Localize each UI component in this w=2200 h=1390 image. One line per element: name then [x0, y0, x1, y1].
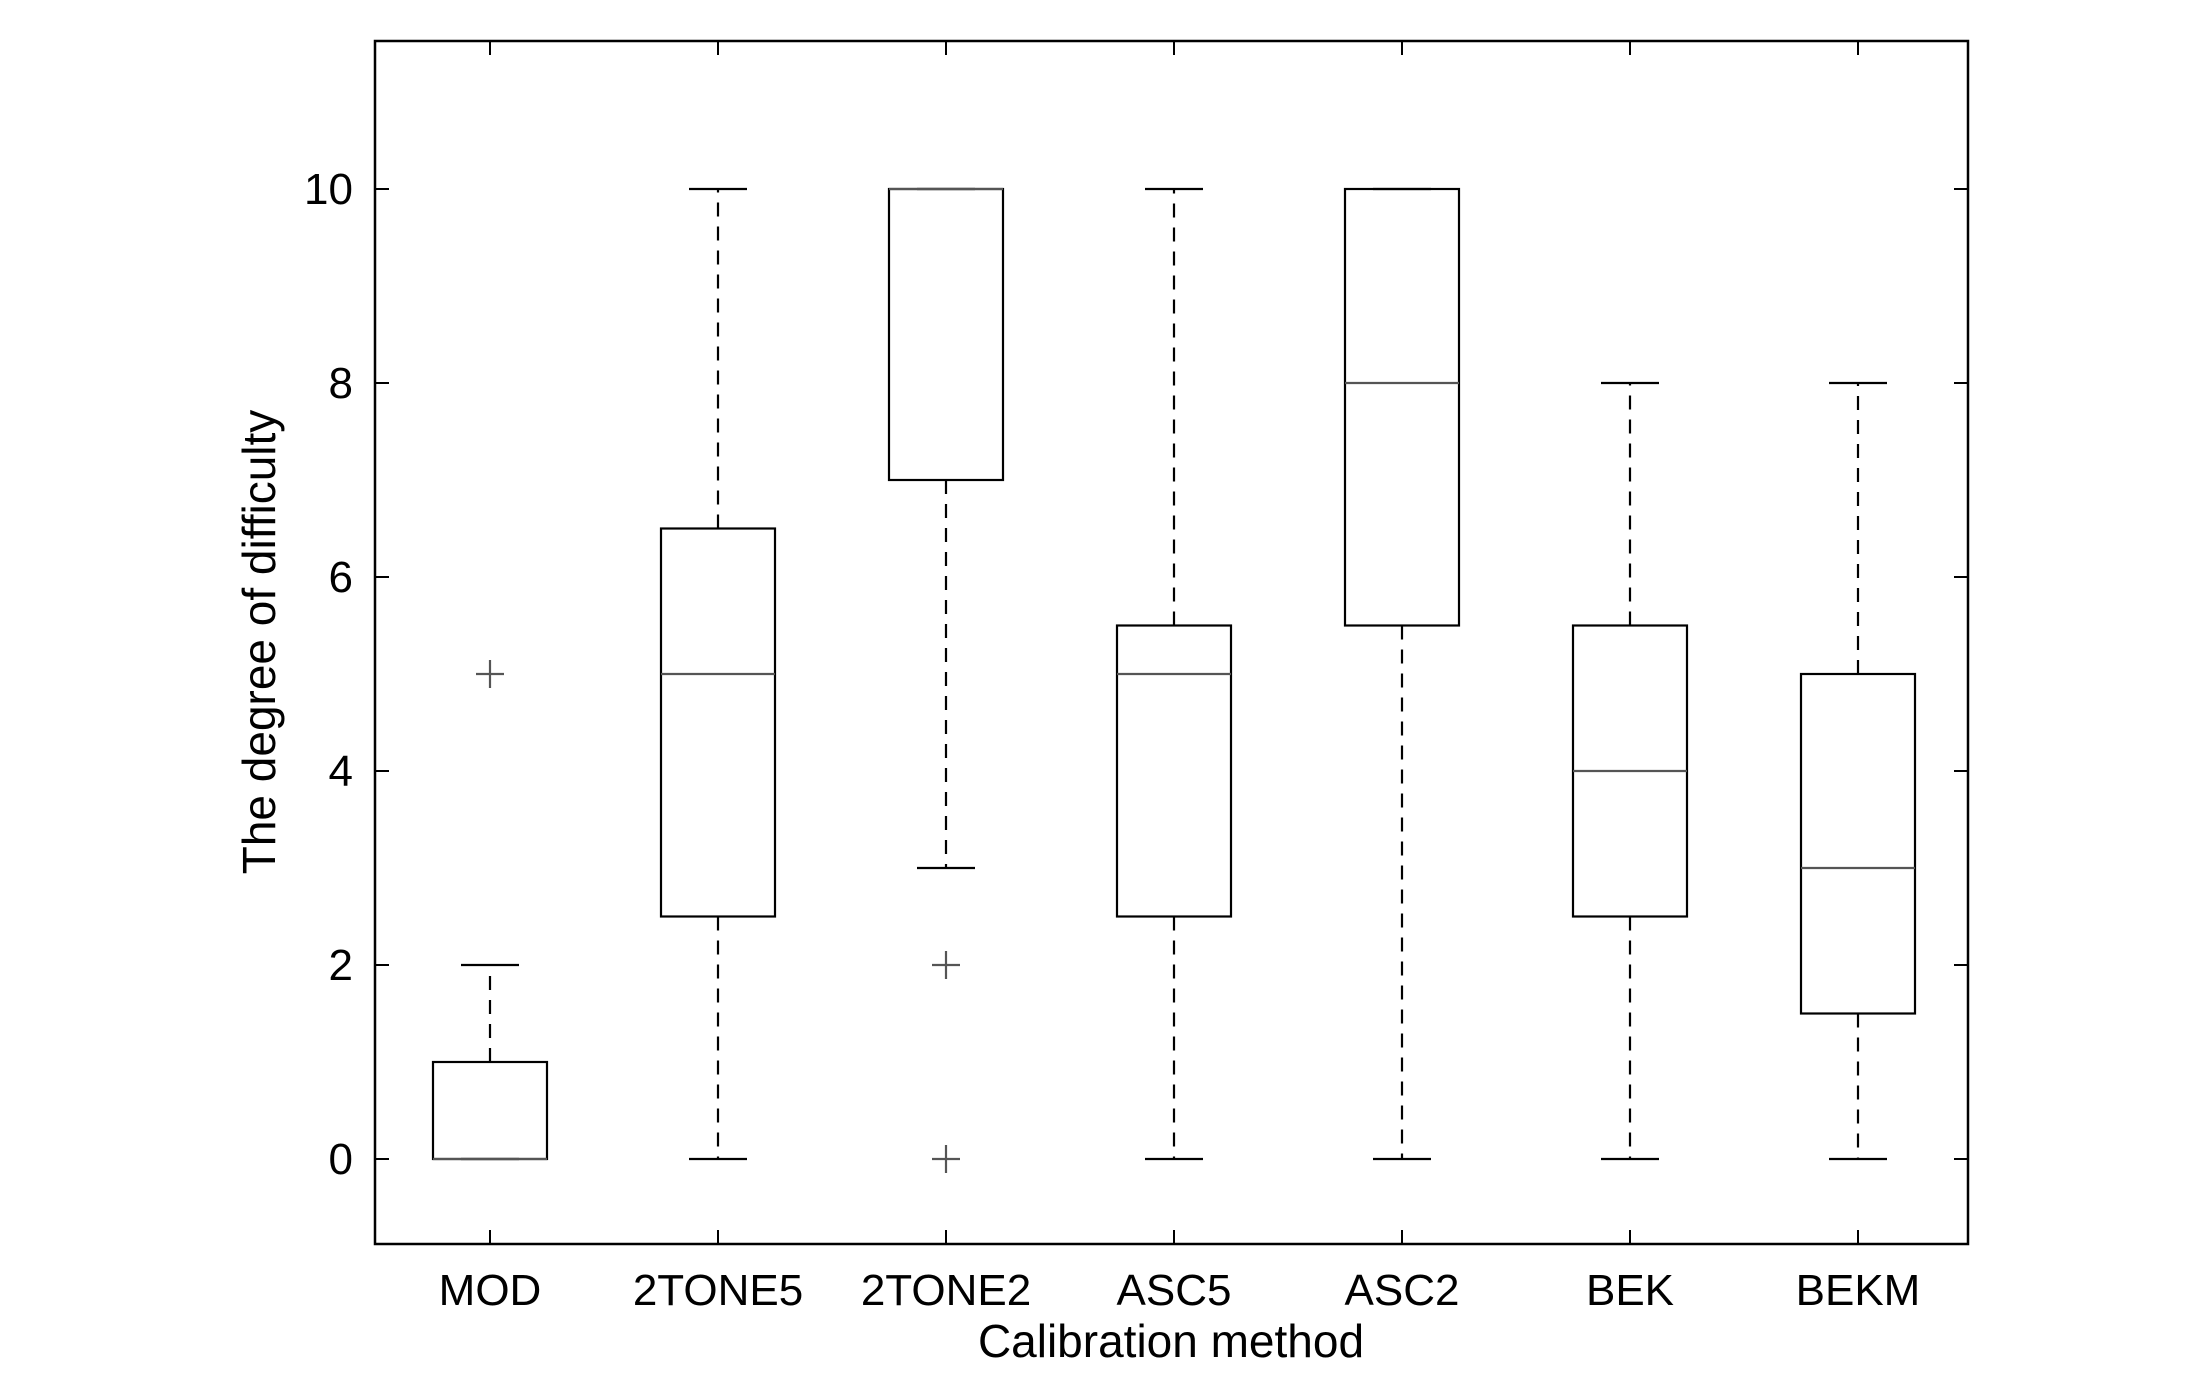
y-tick-label: 4	[329, 747, 353, 796]
box-group	[659, 187, 777, 1161]
box-group	[1799, 381, 1917, 1161]
box-group	[1343, 187, 1461, 1161]
x-tick-label: 2TONE5	[633, 1266, 803, 1315]
x-axis: MOD 2TONE5 2TONE2 ASC5 ASC2 BEK BEKM	[439, 41, 1921, 1315]
box-group	[1571, 381, 1689, 1161]
x-tick-label: MOD	[439, 1266, 542, 1315]
y-tick-label: 10	[304, 165, 353, 214]
y-tick-label: 2	[329, 941, 353, 990]
x-tick-label: BEKM	[1796, 1266, 1921, 1315]
y-axis: 0 2 4 6 8 10	[304, 165, 1968, 1184]
y-tick-label: 8	[329, 359, 353, 408]
box-group	[887, 187, 1005, 1173]
box-iqr	[659, 527, 777, 918]
box-iqr	[887, 187, 1005, 482]
x-tick-label: ASC5	[1117, 1266, 1232, 1315]
y-axis-title: The degree of difficulty	[233, 410, 285, 875]
boxes-layer	[431, 187, 1917, 1173]
box-iqr	[1343, 187, 1461, 627]
box-iqr	[431, 1060, 549, 1161]
y-tick-label: 6	[329, 553, 353, 602]
box-group	[1115, 187, 1233, 1161]
outlier-marker	[932, 951, 960, 979]
outlier-marker	[932, 1145, 960, 1173]
y-tick-label: 0	[329, 1135, 353, 1184]
x-axis-title: Calibration method	[978, 1315, 1364, 1367]
x-tick-label: BEK	[1586, 1266, 1674, 1315]
x-tick-label: ASC2	[1345, 1266, 1460, 1315]
outlier-marker	[476, 660, 504, 688]
box-iqr	[1799, 672, 1917, 1015]
box-group	[431, 660, 549, 1161]
x-tick-label: 2TONE2	[861, 1266, 1031, 1315]
box-iqr	[1115, 624, 1233, 918]
plot-area-frame	[373, 39, 1970, 1246]
